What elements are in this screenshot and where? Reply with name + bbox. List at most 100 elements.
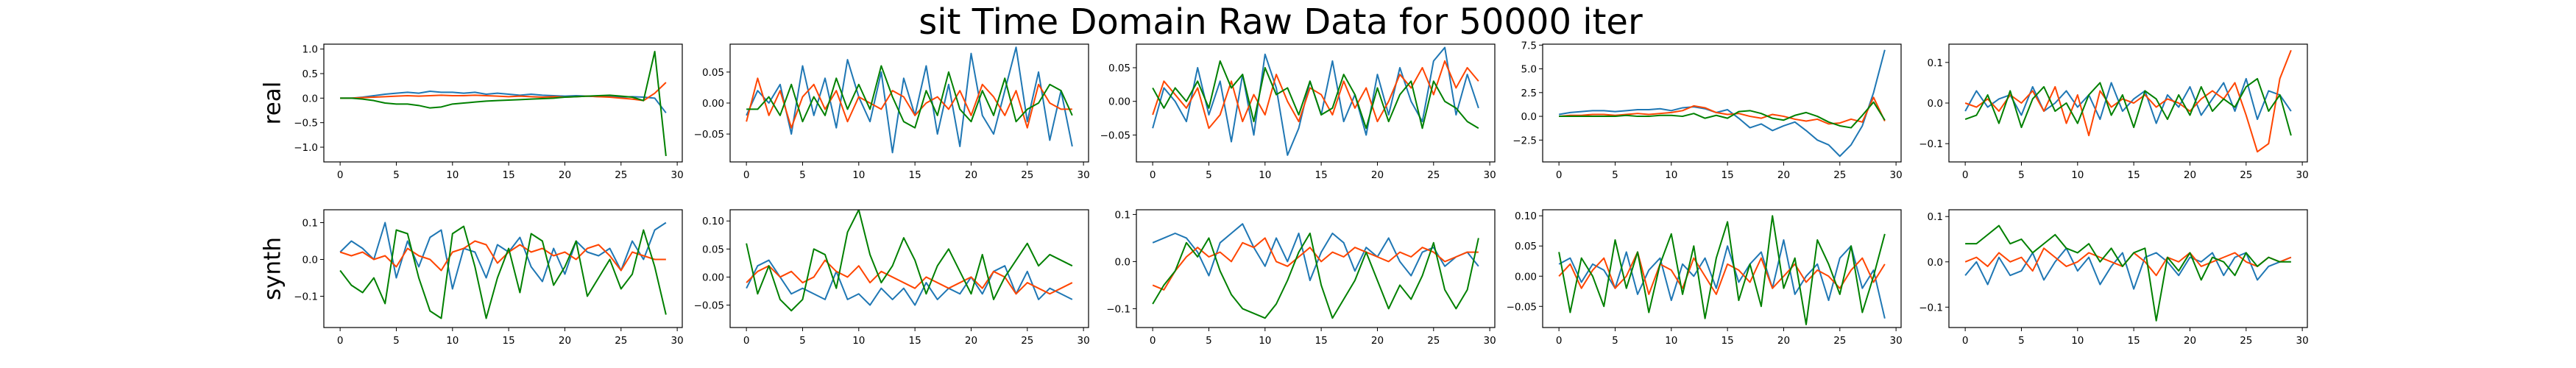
x-tick-label: 30 bbox=[1484, 169, 1496, 181]
x-tick-label: 0 bbox=[1962, 335, 1969, 347]
x-tick-label: 5 bbox=[2018, 169, 2025, 181]
x-tick-label: 30 bbox=[2296, 169, 2309, 181]
x-tick-label: 10 bbox=[1259, 169, 1271, 181]
y-tick-label: 0.05 bbox=[1108, 63, 1130, 74]
series-group bbox=[746, 210, 1073, 312]
y-tick-label: 0.00 bbox=[702, 272, 724, 283]
x-tick-label: 5 bbox=[799, 335, 806, 347]
x-tick-label: 30 bbox=[1484, 335, 1496, 347]
y-tick-label: −0.1 bbox=[1106, 303, 1130, 315]
x-tick-label: 0 bbox=[1150, 335, 1156, 347]
y-tick-label: 0.5 bbox=[302, 68, 318, 80]
series-line-2 bbox=[1558, 251, 1886, 295]
series-line-1 bbox=[1152, 223, 1479, 281]
x-tick-label: 30 bbox=[671, 169, 684, 181]
x-tick-label: 0 bbox=[1150, 169, 1156, 181]
x-tick-label: 20 bbox=[965, 169, 977, 181]
axes-frame bbox=[323, 43, 683, 163]
x-tick-label: 10 bbox=[2071, 169, 2084, 181]
series-line-3 bbox=[1964, 77, 2292, 136]
x-tick-label: 5 bbox=[1612, 169, 1618, 181]
y-tick-label: 0.10 bbox=[1515, 210, 1537, 222]
x-tick-label: 15 bbox=[503, 169, 515, 181]
x-tick-label: 20 bbox=[1371, 169, 1384, 181]
x-tick-label: 30 bbox=[671, 335, 684, 347]
series-group bbox=[1558, 215, 1886, 325]
x-tick-label: 15 bbox=[909, 169, 921, 181]
x-tick-label: 5 bbox=[393, 169, 400, 181]
series-line-3 bbox=[746, 65, 1073, 129]
series-group bbox=[1964, 224, 2292, 322]
x-tick-label: 15 bbox=[1315, 335, 1328, 347]
y-tick-label: 0.0 bbox=[1928, 257, 1943, 269]
series-group bbox=[746, 46, 1073, 154]
y-tick-label: 0.00 bbox=[1515, 271, 1537, 283]
subplot-6: 0 5 10 15 20 25 30 −0.1 0.0 0.1 bbox=[294, 209, 684, 347]
series-line-2 bbox=[1964, 49, 2292, 153]
row-label-synth: synth bbox=[260, 237, 286, 300]
x-tick-label: 25 bbox=[1833, 169, 1846, 181]
series-group bbox=[1964, 49, 2292, 153]
series-line-1 bbox=[1964, 247, 2292, 290]
y-tick-label: 0.0 bbox=[1521, 111, 1537, 123]
series-line-2 bbox=[1152, 60, 1479, 130]
x-tick-label: 15 bbox=[1315, 169, 1328, 181]
subplot-7: 0 5 10 15 20 25 30 −0.05 0.00 0.05 0.10 bbox=[694, 209, 1090, 347]
y-tick-label: −0.1 bbox=[1919, 138, 1943, 150]
y-tick-label: −0.05 bbox=[1507, 301, 1537, 313]
x-tick-label: 25 bbox=[615, 335, 627, 347]
row-label: real bbox=[260, 82, 286, 125]
x-tick-label: 20 bbox=[1371, 335, 1384, 347]
series-line-2 bbox=[746, 77, 1072, 129]
y-tick-label: 0.0 bbox=[302, 93, 318, 105]
x-tick-label: 5 bbox=[1206, 169, 1212, 181]
y-tick-label: 0.05 bbox=[1515, 241, 1537, 252]
x-tick-label: 20 bbox=[2184, 335, 2196, 347]
x-tick-label: 10 bbox=[1259, 335, 1271, 347]
y-tick-label: −2.5 bbox=[1512, 135, 1537, 146]
x-tick-label: 5 bbox=[799, 169, 806, 181]
series-line-2 bbox=[746, 259, 1073, 295]
series-group bbox=[1558, 49, 1886, 158]
series-line-1 bbox=[339, 222, 667, 290]
x-tick-label: 10 bbox=[852, 335, 865, 347]
y-tick-label: 1.0 bbox=[302, 44, 318, 56]
y-tick-label: 0.0 bbox=[1115, 256, 1130, 268]
axes-frame bbox=[1948, 209, 2308, 328]
x-tick-label: 10 bbox=[2071, 335, 2084, 347]
x-tick-label: 0 bbox=[337, 169, 344, 181]
x-tick-label: 10 bbox=[852, 169, 865, 181]
x-tick-label: 25 bbox=[1427, 169, 1440, 181]
y-tick-label: 0.05 bbox=[702, 67, 724, 79]
x-tick-label: 30 bbox=[2296, 335, 2309, 347]
x-tick-label: 30 bbox=[1890, 169, 1903, 181]
series-line-3 bbox=[339, 225, 667, 319]
x-tick-label: 0 bbox=[743, 169, 750, 181]
x-tick-label: 15 bbox=[503, 335, 515, 347]
x-tick-label: 30 bbox=[1078, 169, 1090, 181]
series-group bbox=[339, 222, 667, 319]
x-tick-label: 15 bbox=[909, 335, 921, 347]
x-tick-label: 5 bbox=[1206, 335, 1212, 347]
y-tick-label: 7.5 bbox=[1521, 40, 1537, 52]
x-tick-label: 20 bbox=[965, 335, 977, 347]
series-line-1 bbox=[746, 259, 1073, 306]
x-tick-label: 20 bbox=[1777, 169, 1790, 181]
x-tick-label: 25 bbox=[1021, 169, 1033, 181]
subplot-10: 0 5 10 15 20 25 30 −0.1 0.0 0.1 bbox=[1919, 209, 2309, 347]
x-tick-label: 25 bbox=[1427, 335, 1440, 347]
subplots-grid: 0 5 10 15 20 25 30 −1.0 −0.5 0.0 0.5 1.0 real 0 5 10 15 2… bbox=[260, 40, 2309, 347]
series-line-3 bbox=[1152, 233, 1479, 319]
y-tick-label: 5.0 bbox=[1521, 64, 1537, 76]
series-line-3 bbox=[1152, 60, 1479, 130]
x-tick-label: 10 bbox=[1665, 169, 1677, 181]
y-tick-label: 0.0 bbox=[1928, 98, 1943, 110]
y-tick-label: 0.10 bbox=[702, 216, 724, 227]
axes-frame bbox=[729, 209, 1089, 328]
x-tick-label: 5 bbox=[2018, 335, 2025, 347]
series-line-1 bbox=[340, 91, 667, 113]
y-tick-label: 0.00 bbox=[702, 98, 724, 110]
series-line-1 bbox=[1964, 77, 2292, 124]
x-tick-label: 0 bbox=[743, 335, 750, 347]
x-tick-label: 5 bbox=[1612, 335, 1618, 347]
